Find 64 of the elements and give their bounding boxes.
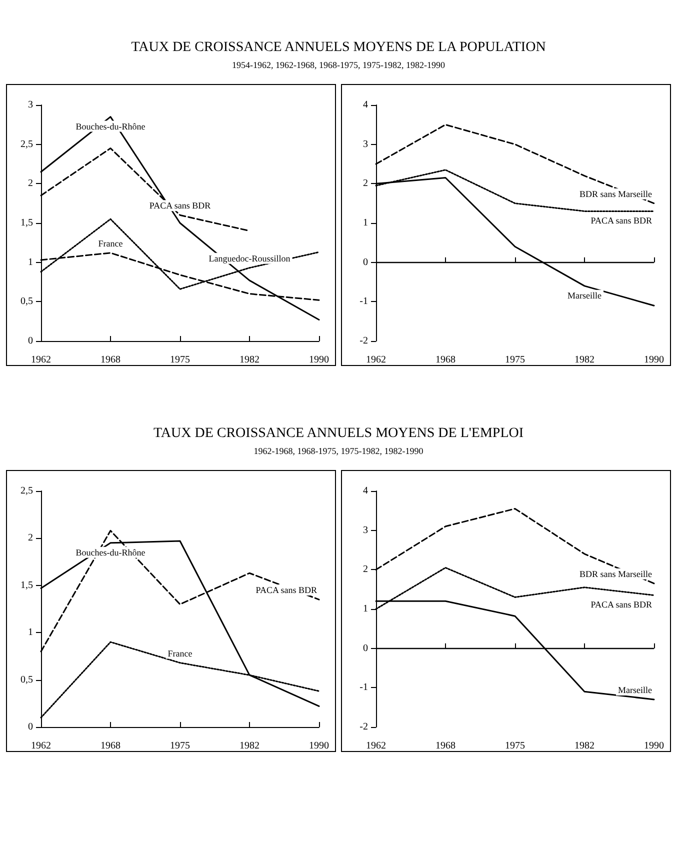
series-label: PACA sans BDR [590,600,652,610]
x-tick-label: 1982 [240,740,260,752]
series-label: France [168,648,192,658]
y-tick-label: 1 [28,256,33,268]
y-tick-label: 2 [363,564,368,576]
x-tick-label: 1968 [100,740,120,752]
y-tick-label: 0,5 [20,296,33,308]
x-tick-label: 1968 [100,354,120,366]
series-label: BDR sans Marseille [580,568,652,579]
y-tick-label: 3 [363,138,368,150]
x-tick-label: 1975 [505,740,525,752]
series-label: Bouches-du-Rhône [76,121,146,132]
y-tick-label: 0 [28,722,33,732]
text: 1962-1968, 1968-1975, 1975-1982, 1982-1990 [252,446,424,456]
x-tick-label: 1975 [505,354,525,366]
y-tick-label: 3 [28,100,33,110]
series-label: Marseille [568,290,602,300]
x-tick-label: 1975 [170,354,190,366]
y-tick-label: -2 [360,722,368,732]
y-tick-label: 0,5 [20,674,33,686]
y-tick-label: 2 [28,532,33,544]
series-label: BDR sans Marseille [580,188,652,199]
y-tick-label: -2 [360,336,368,346]
y-tick-label: -1 [360,296,368,308]
y-tick-label: -1 [360,682,368,694]
y-tick-label: 3 [363,524,368,536]
x-tick-label: 1962 [366,740,386,752]
series-label: France [98,238,123,248]
y-tick-label: 2 [28,178,33,190]
series-label: PACA sans BDR [256,585,317,596]
y-tick-label: 1,5 [20,580,33,591]
text: 1954-1962, 1962-1968, 1968-1975, 1975-1982, 1982-1990 [231,60,446,70]
x-tick-label: 1962 [31,740,51,752]
series-label: Marseille [618,684,652,695]
y-tick-label: 2,5 [20,138,33,150]
x-tick-label: 1982 [240,354,260,366]
series-label: PACA sans BDR [590,216,652,226]
series-label: PACA sans BDR [149,200,211,211]
series-label: Bouches-du-Rhône [76,547,146,558]
y-tick-label: 1 [28,627,33,638]
x-tick-label: 1968 [436,740,456,752]
x-tick-label: 1975 [170,740,190,752]
y-tick-label: 2 [363,178,368,190]
y-tick-label: 1 [363,604,368,614]
y-tick-label: 4 [363,100,368,110]
x-tick-label: 1990 [644,740,664,752]
y-tick-label: 0 [363,642,368,654]
y-tick-label: 0 [28,336,33,346]
y-tick-label: 0 [363,256,368,268]
x-tick-label: 1990 [309,354,329,366]
x-tick-label: 1982 [574,740,594,752]
x-tick-label: 1982 [574,354,594,366]
x-tick-label: 1990 [644,354,664,366]
y-tick-label: 2,5 [20,486,33,496]
chart-title: TAUX DE CROISSANCE ANNUELS MOYENS DE L'EMPLOI [152,426,525,442]
chart-title: TAUX DE CROISSANCE ANNUELS MOYENS DE LA POPULATION [130,40,547,56]
y-tick-label: 1 [363,218,368,228]
series-label: Languedoc-Roussillon [208,253,291,264]
y-tick-label: 4 [363,486,368,496]
x-tick-label: 1962 [31,354,51,366]
x-tick-label: 1962 [366,354,386,366]
x-tick-label: 1968 [436,354,456,366]
x-tick-label: 1990 [309,740,329,752]
y-tick-label: 1,5 [20,218,33,228]
